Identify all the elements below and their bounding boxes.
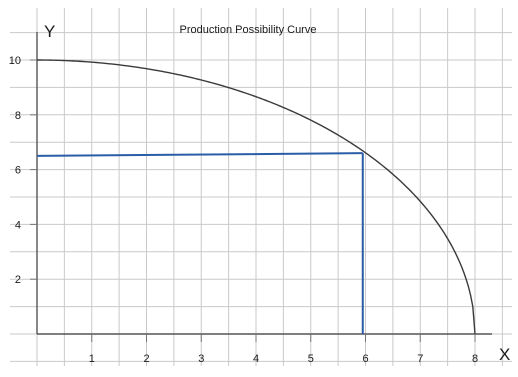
chart-title: Production Possibility Curve <box>180 24 317 36</box>
x-tick-label: 7 <box>417 353 423 365</box>
x-tick-label: 4 <box>253 353 259 365</box>
x-axis-label: X <box>499 345 510 364</box>
x-tick-label: 3 <box>198 353 204 365</box>
tick-labels: 1 2 3 4 5 6 7 8 2 4 6 8 10 <box>9 55 478 365</box>
x-tick-label: 6 <box>362 353 368 365</box>
x-tick-label: 2 <box>143 353 149 365</box>
y-tick-label: 6 <box>15 165 21 177</box>
y-tick-label: 8 <box>15 110 21 122</box>
axes <box>36 32 492 335</box>
grid <box>10 8 512 366</box>
x-tick-label: 5 <box>308 353 314 365</box>
y-tick-label: 10 <box>9 55 21 67</box>
x-tick-label: 1 <box>89 353 95 365</box>
ppc-curve <box>37 59 476 335</box>
y-tick-label: 2 <box>15 274 21 286</box>
series <box>36 59 476 335</box>
horizontal-guide-line <box>36 152 363 157</box>
y-tick-label: 4 <box>15 219 21 231</box>
x-tick-label: 8 <box>472 353 478 365</box>
y-axis-label: Y <box>44 22 55 41</box>
